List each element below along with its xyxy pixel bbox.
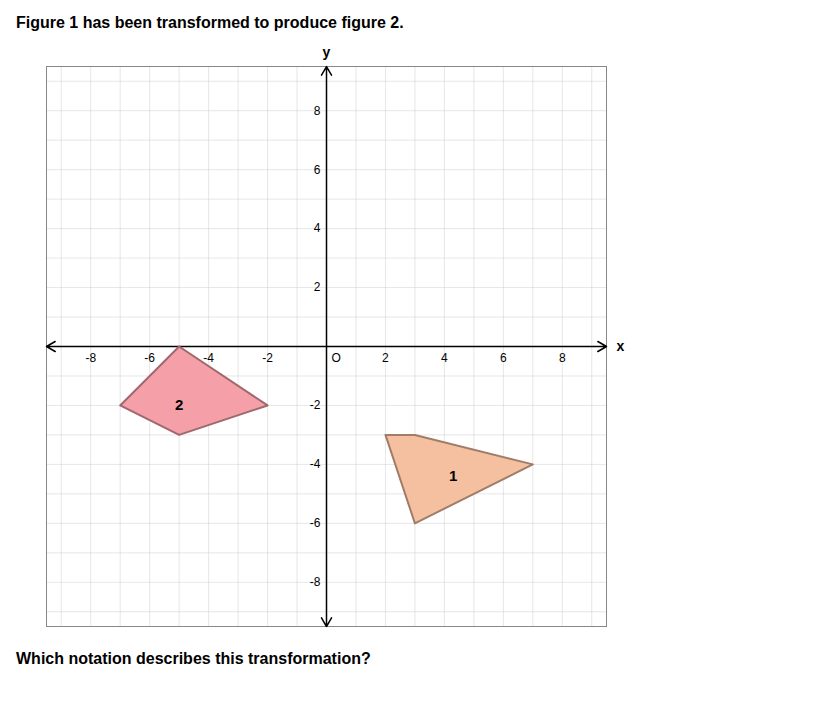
svg-text:4: 4	[314, 221, 321, 235]
svg-text:6: 6	[314, 162, 321, 176]
svg-text:2: 2	[314, 280, 321, 294]
html-text:Figure 1 has been transformed: Figure 1 has been transformed to produce…	[16, 14, 404, 31]
svg-text:2: 2	[382, 351, 389, 365]
svg-text:-2: -2	[310, 398, 321, 412]
svg-text:y: y	[323, 44, 331, 60]
html-text:Which notation describes this: Which notation describes this transforma…	[16, 650, 371, 667]
svg-text:-4: -4	[310, 457, 321, 471]
svg-text:-4: -4	[203, 351, 214, 365]
svg-text:8: 8	[314, 104, 321, 118]
svg-text:O: O	[332, 351, 341, 365]
svg-text:6: 6	[500, 351, 507, 365]
svg-text:-2: -2	[262, 351, 273, 365]
svg-text:-8: -8	[85, 351, 96, 365]
svg-text:-6: -6	[310, 516, 321, 530]
svg-text:1: 1	[449, 467, 457, 484]
svg-text:4: 4	[441, 351, 448, 365]
svg-text:-6: -6	[144, 351, 155, 365]
svg-text:8: 8	[559, 351, 566, 365]
svg-text:x: x	[617, 338, 625, 354]
svg-text:2: 2	[175, 396, 183, 413]
svg-text:-8: -8	[310, 575, 321, 589]
